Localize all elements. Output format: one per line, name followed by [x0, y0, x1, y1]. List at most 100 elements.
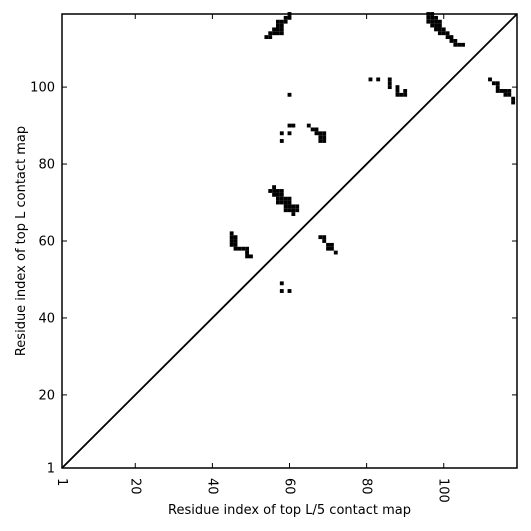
contact-point [310, 127, 315, 132]
contact-point [279, 200, 284, 205]
x-tick-label: 80 [359, 478, 374, 495]
contact-point [276, 200, 280, 205]
contact-point [295, 204, 300, 209]
contact-point [233, 246, 238, 251]
x-axis-ticks: 1 20 40 60 80 100 [54, 14, 451, 503]
contact-point [279, 27, 284, 32]
contact-point [426, 19, 431, 24]
contact-point [283, 19, 288, 24]
x-tick-label: 100 [436, 478, 451, 503]
contact-point [283, 204, 288, 209]
y-axis-label: Residue index of top L contact map [14, 126, 29, 356]
contact-point [403, 89, 408, 93]
contact-point [229, 239, 234, 243]
contact-point [233, 239, 238, 243]
contact-point [306, 123, 311, 128]
y-tick-label: 60 [38, 235, 55, 250]
contact-point [511, 100, 516, 105]
contact-points [229, 12, 516, 293]
y-tick-label: 100 [30, 81, 55, 96]
diagonal-line [61, 13, 518, 469]
contact-point [314, 131, 319, 136]
x-tick-label: 20 [127, 478, 142, 495]
contact-point [272, 31, 277, 36]
contact-point [445, 31, 450, 36]
contact-point [279, 189, 284, 193]
contact-point [449, 39, 454, 43]
y-tick-label: 20 [38, 388, 55, 403]
contact-point [441, 27, 446, 32]
contact-point [437, 23, 442, 28]
y-axis-ticks: 1 20 40 60 80 100 [30, 81, 517, 477]
contact-point [430, 15, 435, 20]
contact-point [430, 23, 435, 28]
y-tick-label: 1 [47, 462, 55, 477]
contact-point [276, 19, 280, 24]
y-tick-label: 80 [38, 158, 55, 173]
contact-point [276, 23, 280, 28]
contact-point [287, 123, 292, 128]
contact-point [291, 208, 296, 213]
contact-point [426, 15, 431, 20]
contact-point [276, 189, 280, 193]
contact-point [437, 27, 442, 32]
contact-point [322, 239, 327, 243]
contact-point [237, 246, 242, 251]
contact-point [457, 42, 462, 47]
contact-point [283, 15, 288, 20]
contact-point [395, 92, 400, 97]
contact-point [287, 204, 292, 209]
contact-point [511, 96, 516, 101]
contact-point [245, 246, 250, 251]
contact-point [395, 85, 400, 90]
contact-point [279, 196, 284, 201]
x-axis-label: Residue index of top L/5 contact map [168, 503, 411, 518]
contact-point [503, 89, 508, 93]
contact-point [279, 23, 284, 28]
contact-point [387, 85, 392, 90]
contact-point [268, 35, 273, 40]
contact-point [322, 135, 327, 140]
contact-point [233, 235, 238, 240]
contact-point [287, 208, 292, 213]
contact-point [491, 81, 496, 86]
contact-point [318, 235, 323, 240]
contact-point [445, 35, 450, 40]
contact-point [291, 204, 296, 209]
contact-point [499, 89, 504, 93]
contact-point [291, 123, 296, 128]
contact-point [233, 242, 238, 247]
contact-point [279, 281, 284, 286]
contact-point [434, 15, 438, 20]
contact-point [295, 208, 300, 213]
contact-point [333, 250, 338, 255]
contact-point [507, 89, 512, 93]
y-tick-label: 40 [38, 311, 55, 326]
contact-point [495, 89, 500, 93]
contact-point [279, 192, 284, 197]
contact-point [279, 31, 284, 36]
contact-point [245, 254, 250, 259]
contact-point [245, 250, 250, 255]
contact-point [434, 27, 438, 32]
contact-point [399, 92, 404, 97]
contact-point [434, 19, 438, 24]
contact-point [241, 246, 246, 251]
contact-point [430, 19, 435, 24]
contact-point [264, 35, 269, 40]
contact-point [287, 92, 292, 97]
contact-point [495, 85, 500, 90]
contact-point [449, 35, 454, 40]
contact-point [268, 189, 273, 193]
contact-point [326, 246, 330, 251]
contact-point [272, 189, 277, 193]
contact-point [376, 77, 381, 82]
contact-point [326, 242, 330, 247]
contact-point [322, 139, 327, 143]
contact-point [279, 19, 284, 24]
x-tick-label: 60 [282, 478, 297, 495]
contact-point [249, 254, 253, 259]
contact-point [437, 19, 442, 24]
contact-point [283, 200, 288, 205]
